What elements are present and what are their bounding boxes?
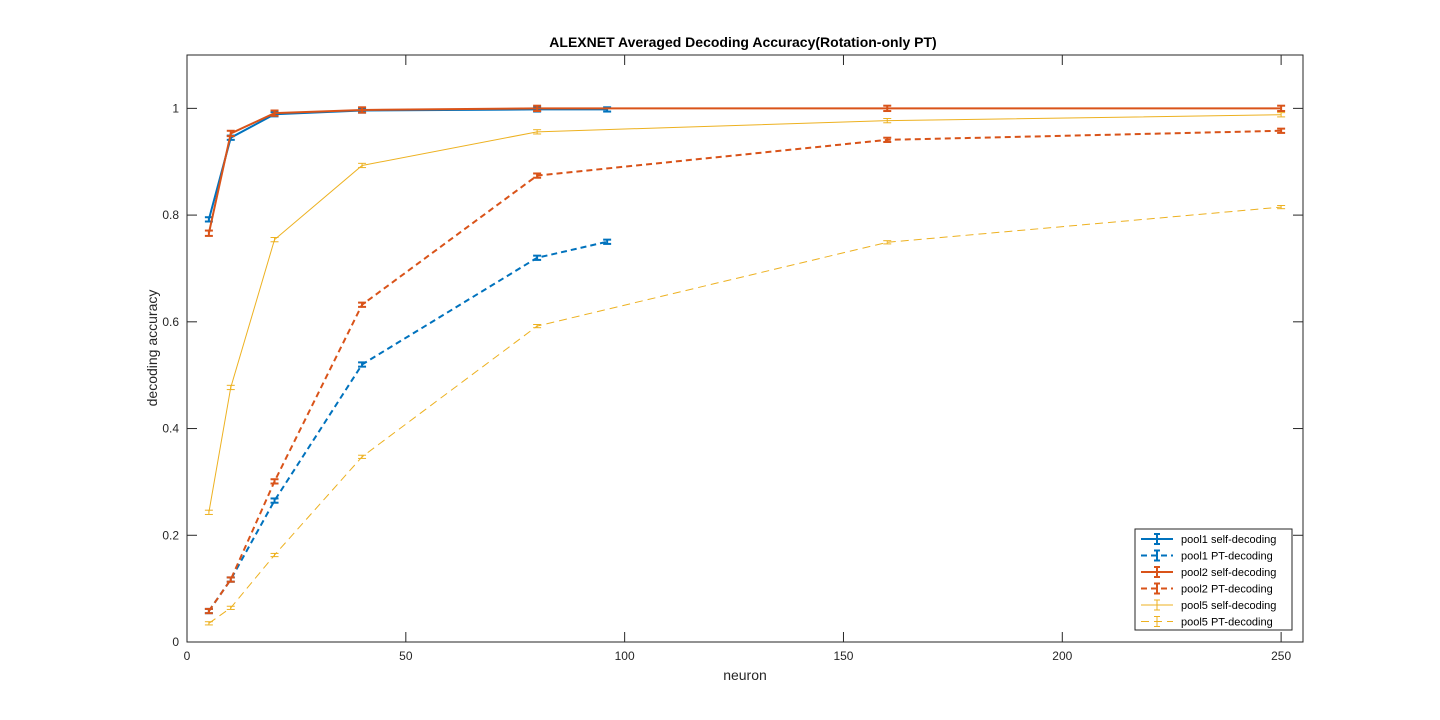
plot-area <box>186 54 1304 643</box>
data-point <box>226 129 235 138</box>
legend-label: pool5 PT-decoding <box>1181 617 1273 629</box>
data-point <box>533 172 542 179</box>
y-axis-label: decoding accuracy <box>144 290 160 407</box>
legend-label: pool5 self-decoding <box>1181 600 1276 612</box>
x-tick-label: 50 <box>399 649 413 663</box>
data-point <box>358 454 367 459</box>
series-2 <box>204 104 1286 237</box>
x-tick-label: 250 <box>1271 649 1291 663</box>
legend-entry: pool1 PT-decoding <box>1141 549 1273 563</box>
data-point <box>883 240 892 245</box>
axes-frame <box>186 54 1304 643</box>
data-point <box>226 384 235 391</box>
chart-title: ALEXNET Averaged Decoding Accuracy(Rotat… <box>549 34 936 50</box>
data-point <box>1277 204 1286 210</box>
data-point <box>1277 104 1286 113</box>
y-tick-label: 0.2 <box>162 528 179 542</box>
x-tick-label: 200 <box>1052 649 1072 663</box>
series-3 <box>204 127 1286 615</box>
y-tick-label: 0.8 <box>162 208 179 222</box>
data-point <box>204 621 213 626</box>
data-point <box>204 509 213 515</box>
data-point <box>358 162 367 169</box>
data-point <box>204 607 213 615</box>
legend-box <box>1134 528 1293 631</box>
legend-label: pool2 self-decoding <box>1181 567 1276 579</box>
data-point <box>226 576 235 583</box>
data-point <box>270 237 279 243</box>
data-point <box>358 361 367 368</box>
x-tick-label: 100 <box>615 649 635 663</box>
legend-entry: pool5 PT-decoding <box>1141 616 1273 629</box>
data-point <box>358 301 367 308</box>
legend-entry: pool1 self-decoding <box>1141 533 1276 546</box>
y-tick-label: 0.4 <box>162 422 179 436</box>
data-point <box>603 238 612 245</box>
x-tick-label: 150 <box>833 649 853 663</box>
legend-entry: pool5 self-decoding <box>1141 599 1276 612</box>
data-point <box>204 229 213 237</box>
data-point <box>533 104 542 113</box>
x-axis-label: neuron <box>723 667 767 683</box>
x-tick-label: 0 <box>184 649 191 663</box>
data-point <box>270 497 279 504</box>
series-layer <box>204 104 1286 626</box>
legend-label: pool1 PT-decoding <box>1181 551 1273 563</box>
y-tick-label: 1 <box>172 101 179 115</box>
y-axis: 0 0.2 0.4 0.6 0.8 1 <box>162 101 1303 649</box>
data-point <box>883 118 892 124</box>
x-axis: 0 50 100 150 200 250 <box>184 55 1291 663</box>
legend-label: pool1 self-decoding <box>1181 534 1276 546</box>
series-4 <box>204 112 1286 515</box>
data-point <box>270 552 279 558</box>
data-point <box>226 605 235 610</box>
legend-entry: pool2 PT-decoding <box>1141 582 1273 596</box>
data-point <box>533 129 542 135</box>
series-5 <box>204 204 1286 626</box>
y-tick-label: 0.6 <box>162 315 179 329</box>
data-point <box>270 109 279 117</box>
data-point <box>533 323 542 329</box>
data-point <box>1277 127 1286 134</box>
data-point <box>883 104 892 113</box>
data-point <box>1277 112 1286 118</box>
legend-entry: pool2 self-decoding <box>1141 566 1276 579</box>
legend: pool1 self-decoding pool1 PT-decoding pool… <box>1134 528 1293 631</box>
data-point <box>883 136 892 143</box>
data-point <box>533 254 542 261</box>
y-tick-label: 0 <box>172 635 179 649</box>
data-point <box>270 478 279 485</box>
data-point <box>358 106 367 114</box>
legend-label: pool2 PT-decoding <box>1181 584 1273 596</box>
